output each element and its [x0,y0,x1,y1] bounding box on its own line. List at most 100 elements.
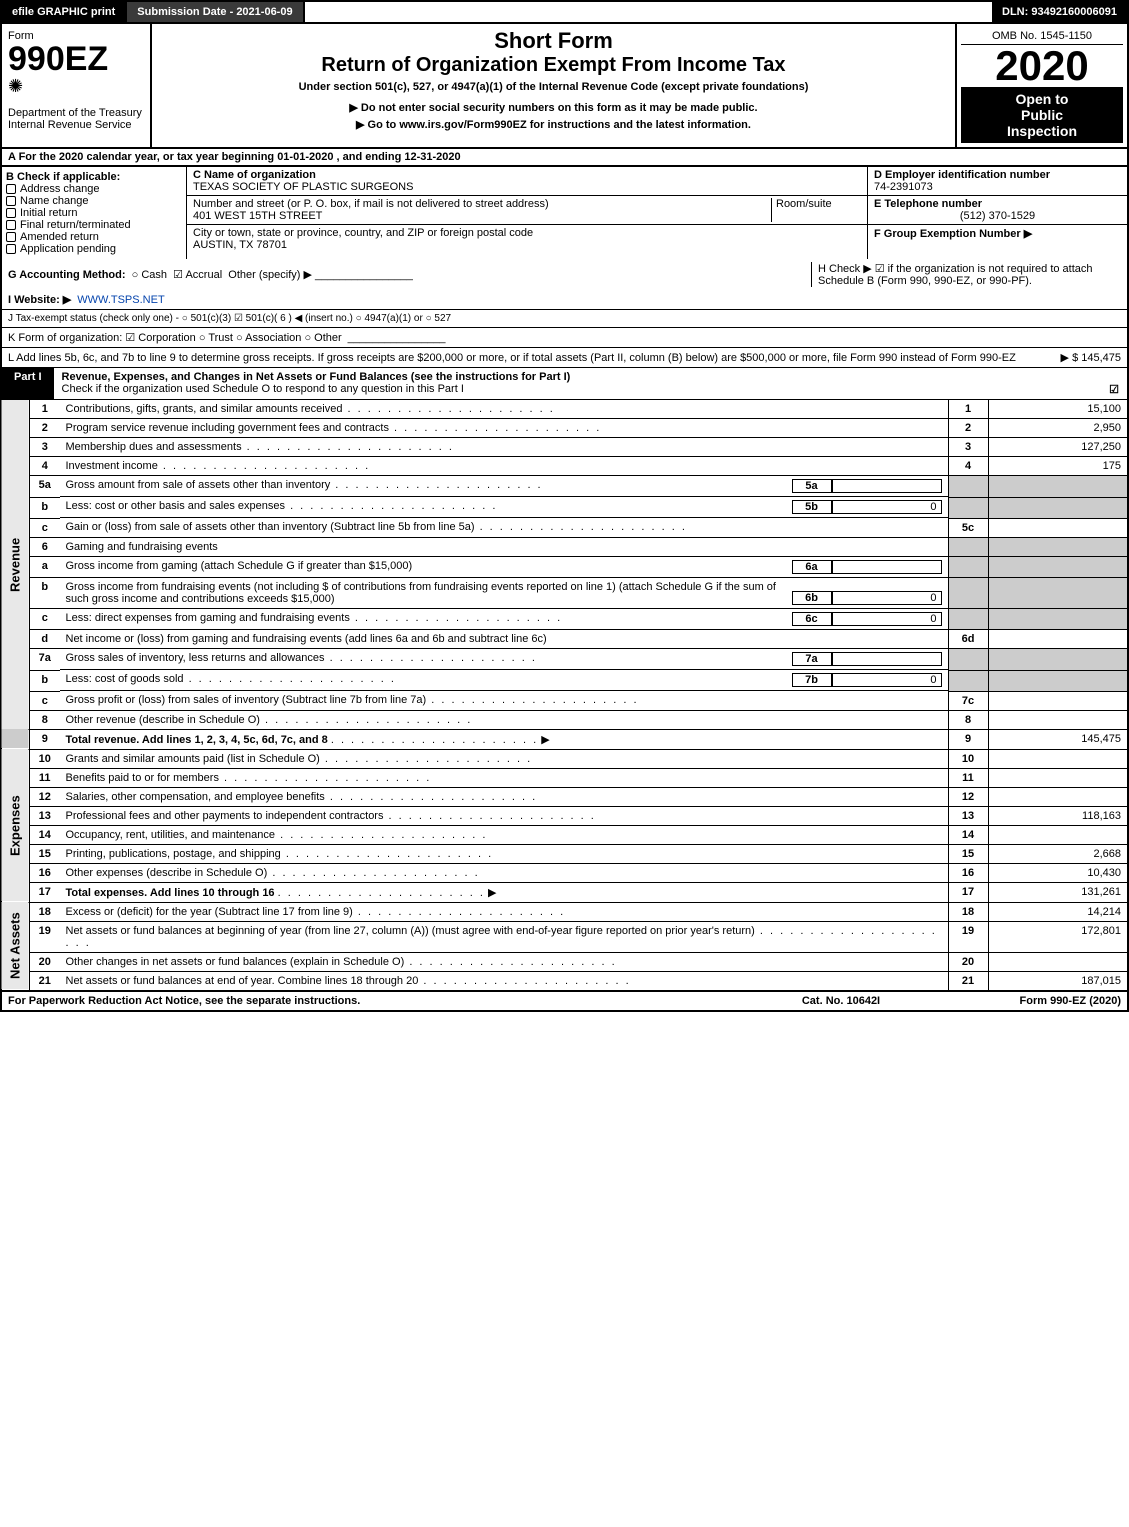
desc-6: Gaming and fundraising events [60,537,949,556]
org-name: TEXAS SOCIETY OF PLASTIC SURGEONS [193,181,413,193]
entity-info-grid: B Check if applicable: Address change Na… [0,167,1129,259]
col-c-org-info: C Name of organization TEXAS SOCIETY OF … [187,167,867,259]
desc-7b: Less: cost of goods sold [66,673,792,687]
desc-15: Printing, publications, postage, and shi… [60,844,949,863]
accounting-method-label: G Accounting Method: [8,269,126,281]
val-18: 14,214 [988,902,1128,921]
mini-6b: 0 [832,591,942,605]
goto-link[interactable]: ▶ Go to www.irs.gov/Form990EZ for instru… [160,118,947,131]
form-number: 990EZ [8,42,144,76]
header-right: OMB No. 1545-1150 2020 Open to Public In… [957,24,1127,147]
col-d-ids: D Employer identification number 74-2391… [867,167,1127,259]
desc-19: Net assets or fund balances at beginning… [60,921,949,952]
cb-app-pending[interactable] [6,244,16,254]
cb-final-return[interactable] [6,220,16,230]
box-6c: 6c [792,612,832,626]
cb-name-change[interactable] [6,196,16,206]
desc-21: Net assets or fund balances at end of ye… [60,971,949,990]
header-center: Short Form Return of Organization Exempt… [152,24,957,147]
desc-12: Salaries, other compensation, and employ… [60,787,949,806]
desc-3: Membership dues and assessments [60,438,949,457]
desc-6b: Gross income from fundraising events (no… [66,581,792,605]
mini-6c: 0 [832,612,942,626]
val-10 [988,749,1128,768]
row-a-tax-year: A For the 2020 calendar year, or tax yea… [0,149,1129,167]
group-exemption-label: F Group Exemption Number ▶ [874,228,1032,240]
box-6a: 6a [792,560,832,574]
room-suite-label: Room/suite [771,198,861,222]
lbl-amended: Amended return [20,231,99,243]
desc-6d: Net income or (loss) from gaming and fun… [60,630,949,649]
desc-14: Occupancy, rent, utilities, and maintena… [60,825,949,844]
desc-20: Other changes in net assets or fund bala… [60,952,949,971]
h-schedule-b: H Check ▶ ☑ if the organization is not r… [811,262,1121,287]
val-6d [988,630,1128,649]
side-blank-9 [1,729,30,749]
val-9: 145,475 [988,729,1128,749]
val-17: 131,261 [988,882,1128,902]
open-to-public: Open to Public Inspection [961,87,1123,143]
row-j-tax-exempt: J Tax-exempt status (check only one) - ○… [0,310,1129,328]
dln: DLN: 93492160006091 [992,2,1127,22]
desc-6c: Less: direct expenses from gaming and fu… [66,612,792,626]
box-7a: 7a [792,652,832,666]
mini-5b: 0 [832,500,942,514]
part-1-header: Part I Revenue, Expenses, and Changes in… [0,368,1129,400]
desc-10: Grants and similar amounts paid (list in… [60,749,949,768]
box-5b: 5b [792,500,832,514]
city-label: City or town, state or province, country… [193,227,533,239]
tel-value: (512) 370-1529 [874,210,1121,222]
val-8 [988,710,1128,729]
tel-label: E Telephone number [874,198,982,210]
part-1-check[interactable]: ☑ [1109,383,1119,396]
top-bar: efile GRAPHIC print Submission Date - 20… [0,0,1129,22]
footer-formref: Form 990-EZ (2020) [941,995,1121,1007]
form-of-organization: K Form of organization: ☑ Corporation ○ … [8,331,342,344]
desc-16: Other expenses (describe in Schedule O) [60,863,949,882]
val-1: 15,100 [988,400,1128,419]
short-form-title: Short Form [160,28,947,54]
mini-7a [832,652,942,666]
val-14 [988,825,1128,844]
side-expenses: Expenses [1,749,30,902]
tax-exempt-status: J Tax-exempt status (check only one) - ○… [8,313,451,324]
tax-year: 2020 [961,45,1123,87]
cb-address-change[interactable] [6,184,16,194]
val-4: 175 [988,457,1128,476]
street-value: 401 WEST 15TH STREET [193,210,322,222]
open-line3: Inspection [965,123,1119,139]
city-value: AUSTIN, TX 78701 [193,239,287,251]
part-1-title-text: Revenue, Expenses, and Changes in Net As… [62,371,571,383]
mini-5a [832,479,942,493]
box-7b: 7b [792,673,832,687]
val-3: 127,250 [988,438,1128,457]
col-b-checkboxes: B Check if applicable: Address change Na… [2,167,187,259]
part-1-label: Part I [2,368,54,399]
mini-6a [832,560,942,574]
other-option[interactable]: Other (specify) ▶ [228,269,312,281]
val-20 [988,952,1128,971]
val-13: 118,163 [988,806,1128,825]
lbl-name-change: Name change [20,195,89,207]
val-11 [988,768,1128,787]
desc-9: Total revenue. Add lines 1, 2, 3, 4, 5c,… [66,734,328,746]
cb-initial-return[interactable] [6,208,16,218]
efile-print-button[interactable]: efile GRAPHIC print [2,2,127,22]
submission-date: Submission Date - 2021-06-09 [127,2,304,22]
line-l-amount: ▶ $ 145,475 [1061,351,1121,364]
box-6b: 6b [792,591,832,605]
part-1-title: Revenue, Expenses, and Changes in Net As… [54,368,1127,399]
lbl-app-pending: Application pending [20,243,116,255]
accrual-option[interactable]: Accrual [185,269,222,281]
mini-7b: 0 [832,673,942,687]
do-not-enter: ▶ Do not enter social security numbers o… [160,101,947,114]
cb-amended[interactable] [6,232,16,242]
row-l-gross-receipts: L Add lines 5b, 6c, and 7b to line 9 to … [0,348,1129,368]
desc-17: Total expenses. Add lines 10 through 16 [66,887,275,899]
val-16: 10,430 [988,863,1128,882]
website-link[interactable]: WWW.TSPS.NET [77,294,164,306]
box-5a: 5a [792,479,832,493]
cash-option[interactable]: Cash [141,269,167,281]
desc-8: Other revenue (describe in Schedule O) [60,710,949,729]
val-2: 2,950 [988,419,1128,438]
